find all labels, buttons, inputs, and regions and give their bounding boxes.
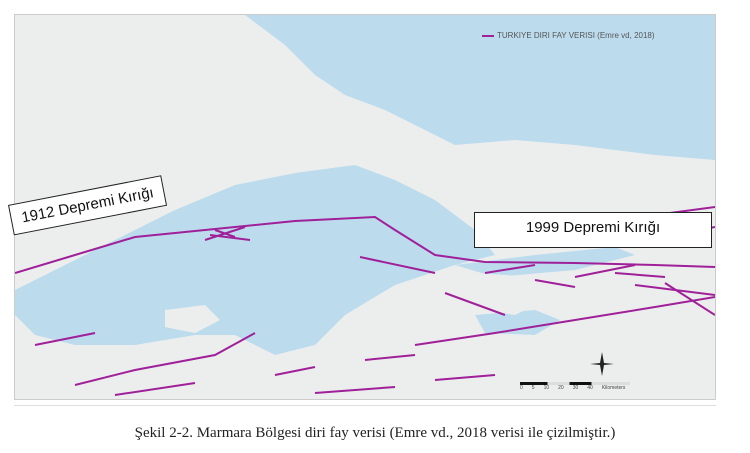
figure-caption: Şekil 2-2. Marmara Bölgesi diri fay veri… [134,425,616,441]
label-1999-rupture: 1999 Depremi Kırığı [474,212,712,248]
fault-line-swatch [482,34,494,37]
marmara-island [165,305,220,333]
divider [14,405,716,406]
scale-tick: 5 [531,385,535,391]
north-arrow-icon [590,352,614,376]
scale-tick: 40 [587,385,593,391]
iznik-lake [475,310,560,335]
scale-tick: 20 [558,385,564,391]
map [14,14,716,400]
fault-lines [15,206,715,396]
legend-label: TURKIYE DIRI FAY VERISI (Emre vd, 2018) [497,31,655,40]
scale-unit: Kilometers [601,385,626,391]
scale-tick: 0 [520,385,523,391]
scale-bar: 0 5 10 20 30 40 Kilometers [520,382,630,391]
sea-of-marmara [15,165,495,355]
bursa-peninsula [375,273,555,315]
scale-tick: 30 [572,385,579,391]
scale-tick: 10 [543,385,550,391]
black-sea [245,15,715,160]
legend: TURKIYE DIRI FAY VERISI (Emre vd, 2018) [482,31,655,40]
